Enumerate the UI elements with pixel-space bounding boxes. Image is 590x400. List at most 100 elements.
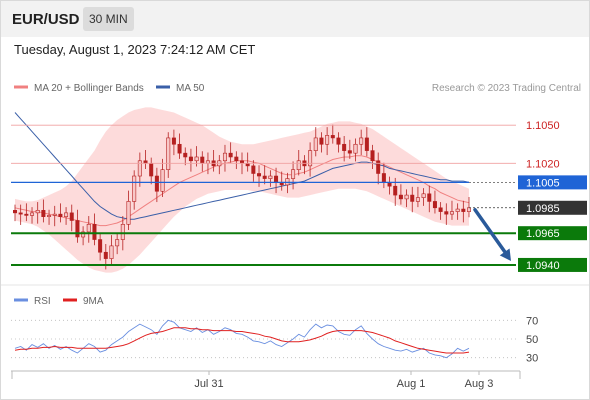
candle-body: [228, 152, 233, 158]
level-label-1.0965: 1.0965: [526, 228, 560, 240]
candle-body: [171, 137, 176, 145]
candle-body: [466, 207, 472, 212]
candle-body: [177, 143, 182, 154]
candle-body: [58, 213, 63, 217]
candle-body: [41, 210, 46, 217]
candle-body: [319, 137, 324, 145]
candle-body: [98, 239, 103, 253]
rsi-tick-label: 70: [526, 315, 538, 327]
projection-arrow-head: [499, 248, 511, 261]
candle-body: [222, 152, 227, 162]
projection-arrow-shaft: [473, 208, 509, 257]
x-tick-label: Aug 3: [465, 378, 494, 390]
candle-body: [415, 197, 420, 202]
chart-datetime: Tuesday, August 1, 2023 7:24:12 AM CET: [14, 42, 256, 57]
candle-body: [92, 223, 97, 240]
candle-body: [376, 160, 381, 174]
symbol-title: EUR/USD: [12, 11, 80, 28]
x-tick-label: Jul 31: [194, 378, 223, 390]
candle-body: [24, 213, 29, 216]
candle-body: [342, 143, 347, 151]
candle-body: [404, 194, 409, 200]
rsi-tick-label: 50: [526, 334, 538, 346]
candle-body: [257, 173, 262, 177]
level-label-box: [518, 257, 587, 272]
candle-body: [432, 201, 437, 209]
candle-body: [154, 175, 159, 192]
candle-body: [200, 156, 205, 164]
level-label-1.1050: 1.1050: [526, 120, 560, 132]
candle-body: [52, 213, 57, 216]
candle-body: [370, 150, 375, 162]
candle-body: [120, 223, 125, 240]
candle-body: [455, 208, 460, 212]
x-tick-label: Aug 1: [397, 378, 426, 390]
candle-body: [438, 207, 443, 212]
candle-body: [115, 239, 120, 247]
level-label-box: [518, 200, 587, 215]
candle-body: [353, 143, 358, 154]
candles: [12, 124, 472, 270]
candle-body: [132, 175, 137, 202]
candle-body: [75, 220, 80, 238]
candle-body: [313, 137, 318, 151]
x-axis: Jul 31 Aug 1 Aug 3: [11, 371, 521, 390]
rsi-legend-label: RSI: [34, 296, 51, 307]
candle-body: [86, 223, 91, 233]
candle-body: [69, 212, 74, 221]
candle-body: [149, 163, 154, 177]
candle-body: [166, 137, 171, 170]
ma50-line: [14, 112, 470, 220]
candle-body: [12, 210, 18, 214]
candle-body: [47, 215, 52, 217]
candle-body: [18, 212, 23, 215]
candle-body: [109, 245, 114, 259]
candle-body: [81, 231, 86, 238]
rsi-line: [14, 319, 470, 359]
candle-body: [183, 152, 188, 158]
candle-body: [194, 156, 199, 162]
candle-body: [103, 251, 108, 259]
ma50-legend-label: MA 50: [176, 83, 205, 94]
candle-body: [126, 201, 131, 225]
level-label-box: [518, 226, 587, 241]
candle-body: [427, 193, 432, 202]
candle-body: [461, 208, 466, 212]
candle-body: [393, 185, 398, 196]
candle-body: [296, 160, 301, 170]
chart-header: EUR/USD 30 MIN: [1, 1, 589, 37]
candle-body: [262, 175, 267, 179]
candle-body: [449, 211, 454, 215]
projection-arrow: [473, 208, 511, 261]
level-label-1.1020: 1.1020: [526, 158, 560, 170]
candle-body: [137, 160, 142, 177]
candle-body: [274, 175, 279, 183]
level-label-1.0940: 1.0940: [526, 260, 560, 272]
candle-body: [364, 137, 369, 151]
timeframe-badge[interactable]: 30 MIN: [83, 7, 134, 31]
candle-body: [160, 169, 165, 192]
candle-body: [347, 150, 352, 154]
copyright-text: Research © 2023 Trading Central: [432, 83, 581, 94]
rsi-panel: 70 50 30: [11, 315, 538, 365]
candle-body: [444, 211, 449, 215]
candle-body: [421, 193, 426, 198]
candle-body: [398, 194, 403, 200]
level-label-1.1005: 1.1005: [526, 177, 560, 189]
candle-body: [30, 212, 35, 216]
rsi-ma-legend-label: 9MA: [83, 296, 104, 307]
candle-body: [308, 150, 313, 167]
candle-body: [330, 135, 335, 139]
price-levels: 1.1050 1.1020 1.1005 1.0985 1.0965 1.0940: [11, 120, 587, 272]
candle-body: [188, 156, 193, 162]
candle-body: [234, 156, 239, 162]
candle-body: [410, 194, 415, 202]
candle-body: [291, 169, 296, 179]
candle-body: [336, 137, 341, 145]
candle-body: [325, 135, 330, 145]
rsi-tick-label: 30: [526, 353, 538, 365]
candle-body: [268, 175, 273, 179]
candle-body: [285, 178, 290, 186]
rsi-ma-line: [14, 327, 470, 354]
